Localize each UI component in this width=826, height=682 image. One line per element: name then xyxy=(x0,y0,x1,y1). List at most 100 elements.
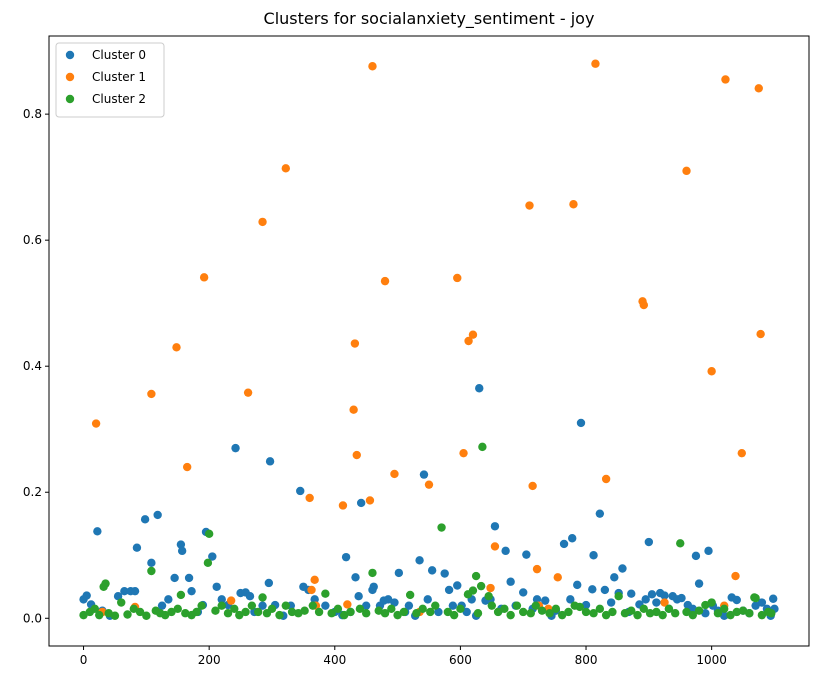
data-point xyxy=(132,543,142,552)
data-point xyxy=(147,566,156,576)
data-point xyxy=(361,601,371,610)
data-point xyxy=(658,610,667,620)
data-point xyxy=(346,607,355,617)
data-point xyxy=(473,609,483,618)
data-point xyxy=(405,590,415,600)
data-point xyxy=(123,610,132,619)
data-point xyxy=(745,609,754,618)
data-point xyxy=(487,601,497,610)
plot-area: 0 200 400 600 800 1000 0.0 0.2 0.4 0.6 0.8 xyxy=(23,35,810,667)
data-point xyxy=(701,609,710,618)
data-point xyxy=(595,509,605,518)
data-point xyxy=(475,384,484,393)
data-point xyxy=(380,609,390,618)
data-point xyxy=(354,592,363,601)
data-point xyxy=(443,607,453,617)
data-point xyxy=(694,606,704,615)
data-point xyxy=(153,510,162,520)
data-point xyxy=(600,585,610,595)
data-point xyxy=(231,443,240,453)
data-point xyxy=(589,609,598,618)
data-point xyxy=(82,591,91,600)
data-point xyxy=(93,527,102,536)
data-point xyxy=(526,609,535,618)
data-point xyxy=(361,609,371,618)
data-point xyxy=(591,59,600,68)
data-point xyxy=(682,166,691,176)
data-point xyxy=(147,558,156,568)
data-point xyxy=(170,573,179,583)
x-tick-label: 0 xyxy=(80,653,88,667)
data-point xyxy=(732,595,741,605)
data-point xyxy=(383,595,393,604)
data-point xyxy=(310,575,319,585)
data-point xyxy=(691,551,701,561)
data-point xyxy=(614,592,623,601)
data-point xyxy=(768,594,778,603)
data-point xyxy=(217,601,226,610)
data-point xyxy=(647,590,657,599)
data-point xyxy=(140,515,150,524)
data-point xyxy=(551,604,561,614)
data-point xyxy=(486,583,495,593)
data-point xyxy=(393,610,402,620)
data-point xyxy=(756,329,765,339)
data-point xyxy=(243,388,253,397)
data-point xyxy=(253,607,263,617)
data-point xyxy=(627,589,636,598)
data-point xyxy=(321,601,330,610)
data-point xyxy=(553,573,562,582)
data-point xyxy=(519,607,528,617)
legend-label: Cluster 2 xyxy=(92,92,146,106)
data-point xyxy=(275,610,284,620)
legend: Cluster 0 Cluster 1 Cluster 2 xyxy=(55,42,165,118)
data-point xyxy=(576,418,586,428)
data-point xyxy=(471,571,481,581)
data-point xyxy=(464,336,473,346)
data-point xyxy=(453,581,462,590)
data-point xyxy=(351,573,360,582)
data-point xyxy=(726,610,735,620)
data-point xyxy=(426,607,435,617)
data-point xyxy=(462,607,471,617)
data-point xyxy=(241,607,250,617)
data-point xyxy=(418,604,427,614)
data-point xyxy=(645,609,655,618)
data-point xyxy=(468,330,478,339)
data-point xyxy=(204,529,214,539)
data-point xyxy=(424,480,434,489)
data-point xyxy=(644,537,654,547)
data-point xyxy=(490,542,500,551)
data-point xyxy=(738,606,748,615)
y-tick-label: 0.4 xyxy=(23,359,42,373)
data-point xyxy=(751,593,760,603)
data-point xyxy=(506,577,515,586)
data-point xyxy=(660,591,669,600)
data-point xyxy=(197,601,206,610)
data-point xyxy=(573,580,582,590)
data-point xyxy=(245,592,255,601)
data-point xyxy=(688,610,698,620)
series-cluster-1 xyxy=(91,59,765,617)
data-point xyxy=(639,604,649,614)
data-point xyxy=(267,604,277,614)
data-point xyxy=(618,564,627,573)
data-point xyxy=(532,595,542,604)
data-point xyxy=(177,546,187,556)
data-point xyxy=(589,551,598,560)
data-point xyxy=(721,75,730,84)
data-point xyxy=(525,201,534,210)
data-point xyxy=(349,405,358,414)
legend-marker xyxy=(65,94,75,104)
data-point xyxy=(500,604,509,614)
data-point xyxy=(434,607,443,617)
data-point xyxy=(652,607,661,617)
data-point xyxy=(704,546,713,556)
data-point xyxy=(369,582,378,591)
data-point xyxy=(147,389,156,399)
data-point xyxy=(757,610,767,620)
data-point xyxy=(117,598,126,607)
data-point xyxy=(176,540,186,549)
data-point xyxy=(300,606,309,615)
